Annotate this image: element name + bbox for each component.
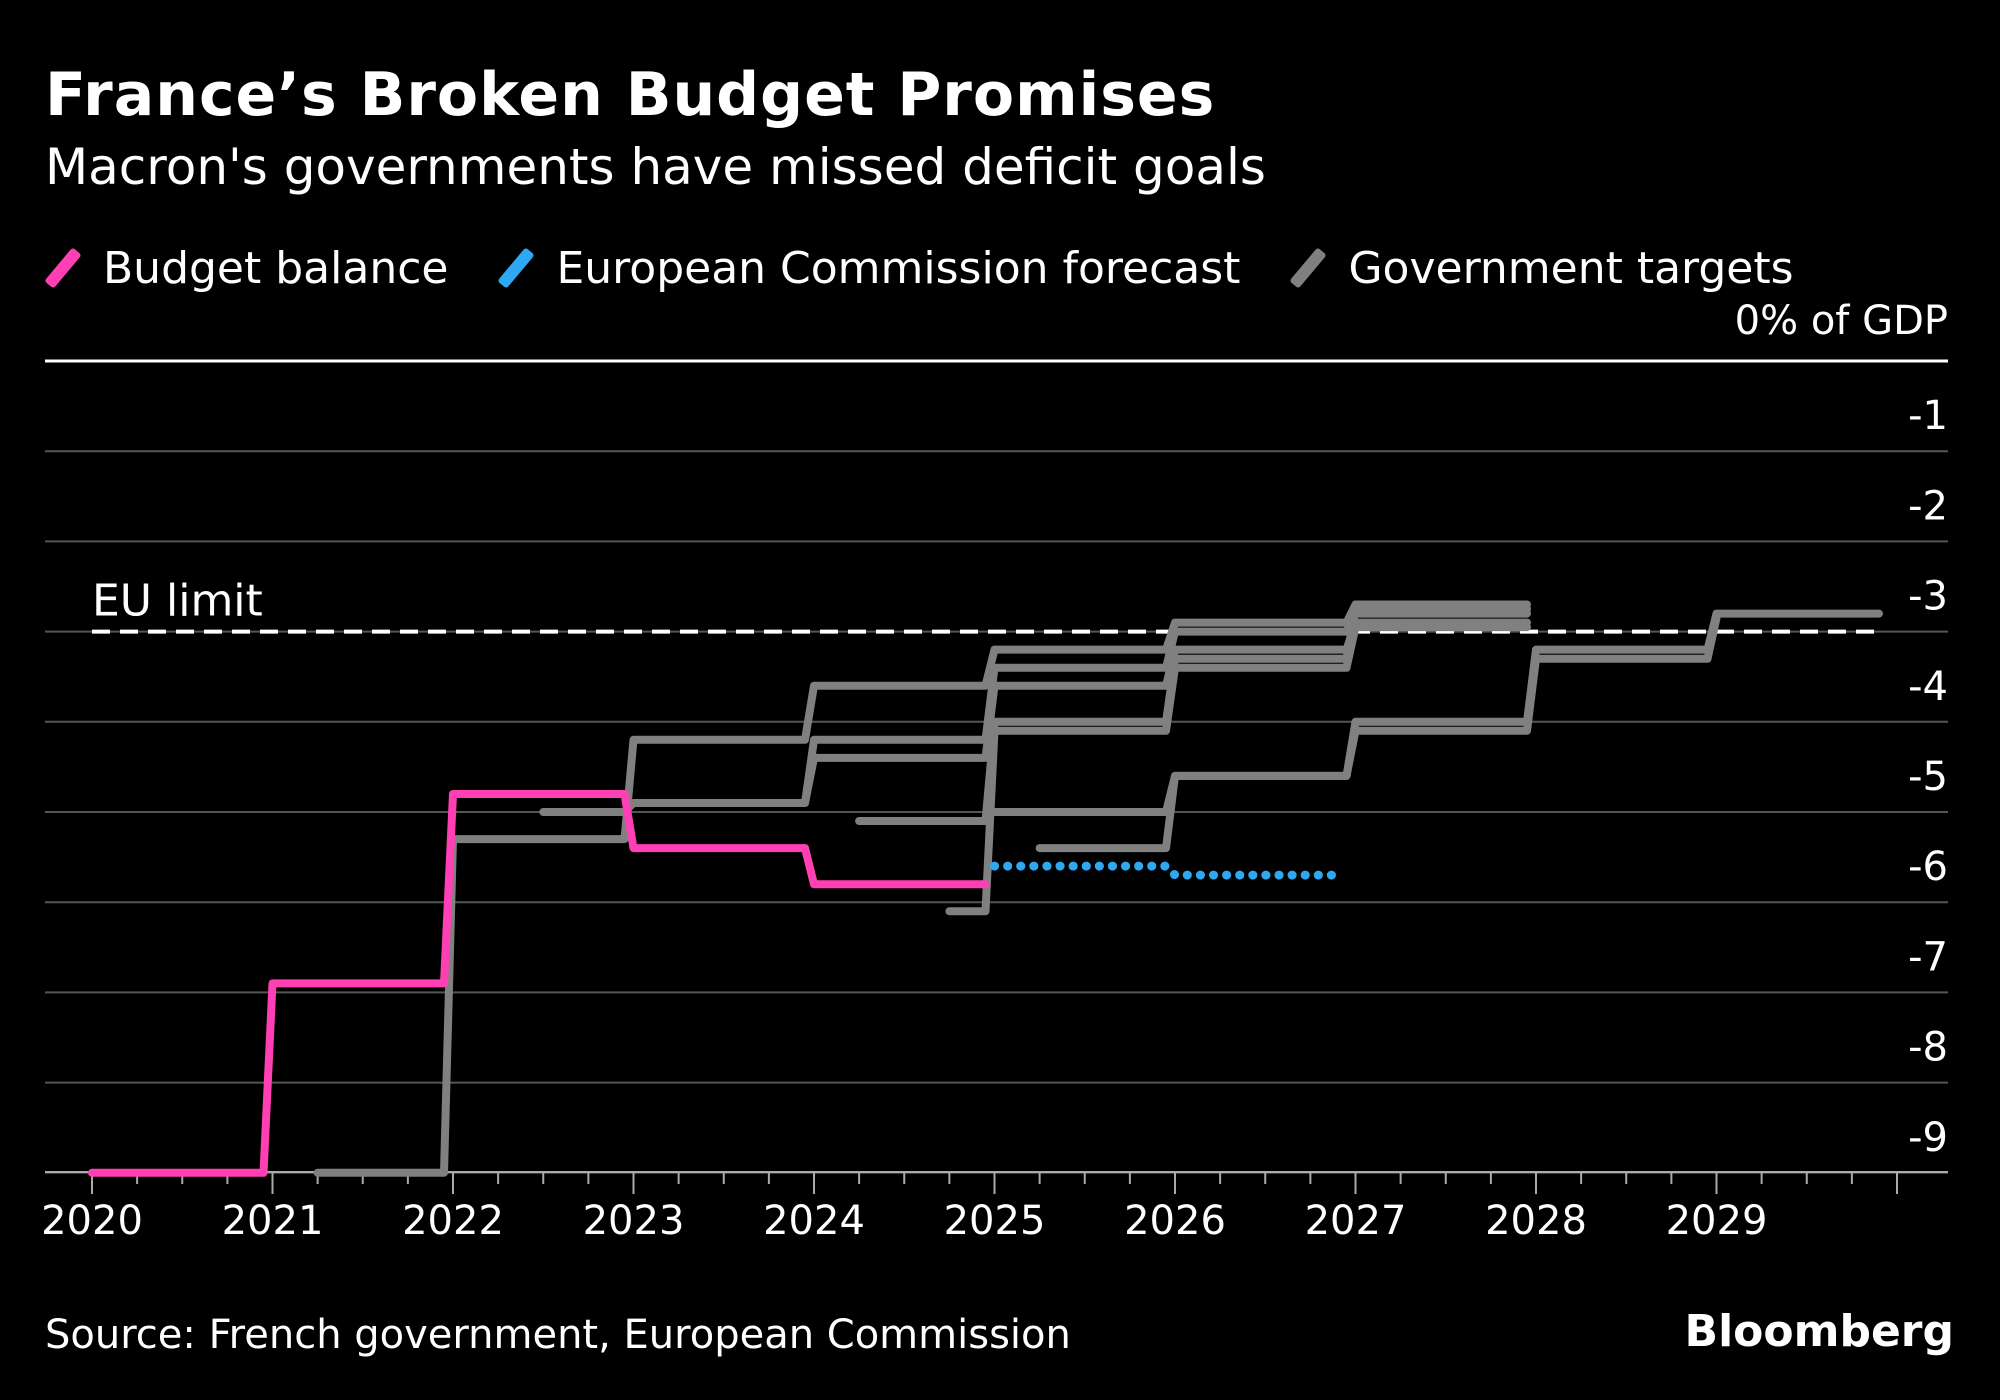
government-target-line [539,609,1531,816]
y-tick-label: -9 [1908,1115,1948,1161]
y-tick-label: -7 [1908,934,1948,980]
y-tick-label: -2 [1908,483,1948,529]
legend-item-ec-forecast: European Commission forecast [497,242,1241,294]
x-tick-label: 2024 [763,1198,865,1244]
budget-balance-line [88,790,990,1177]
legend: Budget balance European Commission forec… [44,238,1844,298]
eu-limit-label: EU limit [92,576,263,627]
chart-subtitle: Macron's governments have missed deficit… [45,138,1266,196]
source-note: Source: French government, European Comm… [45,1312,1071,1358]
x-tick-label: 2023 [583,1198,685,1244]
x-tick-label: 2021 [222,1198,324,1244]
legend-label: Budget balance [103,242,449,294]
x-tick-label: 2029 [1666,1198,1768,1244]
x-tick-label: 2028 [1485,1198,1587,1244]
y-tick-label: -1 [1908,393,1948,439]
legend-item-government-targets: Government targets [1289,242,1794,294]
y-tick-label: -5 [1908,754,1948,800]
x-tick-label: 2026 [1124,1198,1226,1244]
legend-label: Government targets [1348,242,1794,294]
y-tick-label: -8 [1908,1025,1948,1071]
government-target-line [990,614,1721,816]
y-tick-label: -4 [1908,664,1948,710]
y-axis-unit-label: 0% of GDP [1734,298,1948,344]
ec-forecast-line [990,861,1342,880]
legend-item-budget-balance: Budget balance [44,242,449,294]
x-tick-label: 2020 [41,1198,143,1244]
x-tick-label: 2025 [944,1198,1046,1244]
y-tick-label: -3 [1908,574,1948,620]
bloomberg-logo: Bloomberg [1684,1306,1954,1357]
x-tick-label: 2027 [1305,1198,1407,1244]
x-tick-label: 2022 [402,1198,504,1244]
government-target-line [313,600,1531,1177]
chart-title: France’s Broken Budget Promises [45,60,1216,130]
y-tick-label: -6 [1908,844,1948,890]
government-target-line [855,605,1531,825]
legend-label: European Commission forecast [556,242,1241,294]
